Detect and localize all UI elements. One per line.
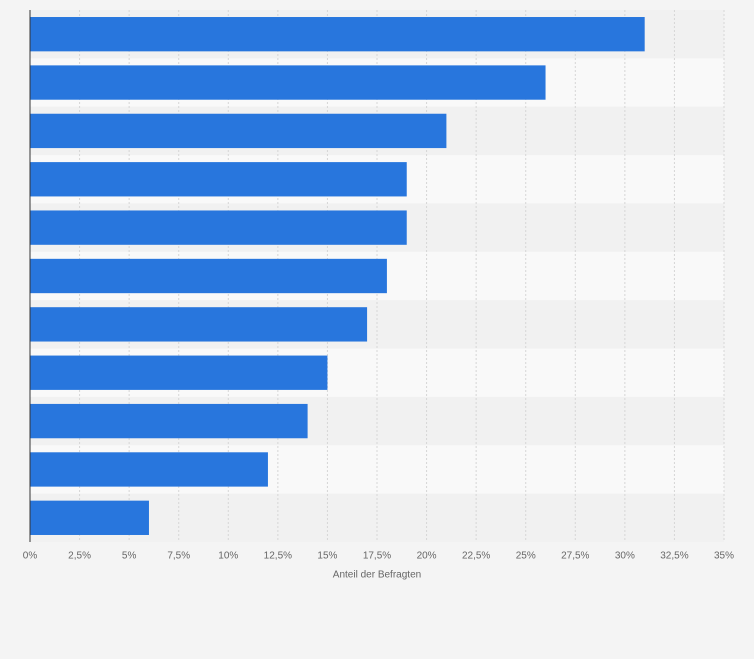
x-tick-label: 7,5% (167, 551, 190, 562)
x-tick-label: 32,5% (660, 551, 688, 562)
x-tick-label: 2,5% (68, 551, 91, 562)
x-tick-label: 25% (516, 551, 536, 562)
x-tick-label: 10% (218, 551, 238, 562)
x-tick-label: 20% (417, 551, 437, 562)
bar (30, 500, 149, 535)
x-tick-label: 30% (615, 551, 635, 562)
x-tick-label: 12,5% (264, 551, 292, 562)
bar (30, 65, 546, 100)
x-tick-label: 5% (122, 551, 137, 562)
x-tick-label: 0% (23, 551, 38, 562)
bar (30, 452, 268, 487)
bar (30, 403, 308, 439)
bar (30, 307, 368, 342)
x-tick-label: 22,5% (462, 551, 490, 562)
bar (30, 162, 407, 197)
x-tick-label: 15% (317, 551, 337, 562)
bar (30, 210, 407, 245)
bar (30, 17, 645, 52)
x-tick-label: 27,5% (561, 551, 589, 562)
bar (30, 355, 328, 390)
x-axis-label: Anteil der Befragten (333, 570, 421, 581)
bar (30, 113, 447, 149)
x-tick-label: 17,5% (363, 551, 391, 562)
x-tick-label: 35% (714, 551, 734, 562)
bar (30, 258, 387, 294)
